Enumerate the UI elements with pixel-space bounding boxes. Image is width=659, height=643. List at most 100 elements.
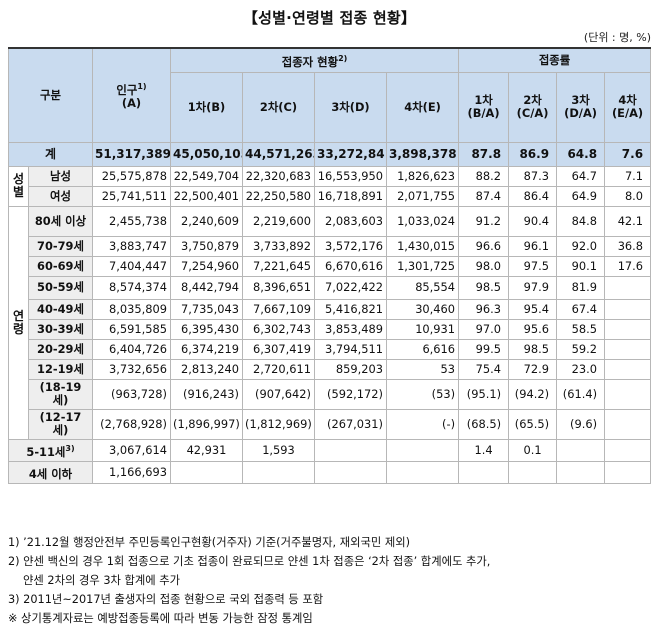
dose2-header: 2차(C) <box>242 71 315 143</box>
cell <box>385 460 460 484</box>
cell: 2,240,609 <box>170 205 243 237</box>
cell: (65.5) <box>508 408 558 440</box>
dose3-header: 3차(D) <box>314 71 387 143</box>
table-row: 5-11세3) 3,067,614 42,931 1,593 1.4 0.1 <box>8 438 652 462</box>
cell: 3,883,747 <box>92 235 171 257</box>
cell: 3,794,511 <box>314 338 387 360</box>
cell: 64.9 <box>556 185 606 207</box>
cell: (94.2) <box>508 378 558 410</box>
footnotes: 1) ’21.12월 행정안전부 주민등록인구현황(거주자) 기준(거주불명자,… <box>8 533 653 628</box>
header-row-1: 구분 인구1) (A) 접종자 현황2) 접종률 <box>8 47 652 143</box>
row-label: 4세 이하 <box>8 460 93 484</box>
cell: 6,591,585 <box>92 318 171 340</box>
cell: 2,219,600 <box>242 205 315 237</box>
cell: 90.4 <box>508 205 558 237</box>
table-row: 50-59세 8,574,374 8,442,794 8,396,651 7,022,4… <box>9 275 652 300</box>
cell: 3,733,892 <box>242 235 315 257</box>
cell <box>314 460 387 484</box>
cell <box>242 460 315 484</box>
cell: 6,670,616 <box>314 255 387 277</box>
cell: (61.4) <box>556 378 606 410</box>
cell: 25,741,511 <box>92 185 171 207</box>
cell: 92.0 <box>556 235 606 257</box>
cell: 58.5 <box>556 318 606 340</box>
row-label: (12-17 세) <box>28 408 93 440</box>
table-title: 【성별·연령별 접종 현황】 <box>242 9 417 27</box>
cell: 98.0 <box>458 255 510 277</box>
table-row: (12-17 세) (2,768,928) (1,896,997) (1,812,969… <box>9 408 652 440</box>
cell: 59.2 <box>556 338 606 360</box>
cell <box>604 338 652 360</box>
cell: 3,067,614 <box>92 438 171 462</box>
cell <box>556 438 606 462</box>
table-row: 40-49세 8,035,809 7,735,043 7,667,109 5,416,8… <box>9 298 652 320</box>
cell <box>604 378 652 410</box>
cell <box>604 358 652 380</box>
vaccinated-header: 접종자 현황2) <box>169 47 460 73</box>
cell <box>604 318 652 340</box>
footnote: 3) 2011년~2017년 출생자의 접종 현황으로 국외 접종력 등 포함 <box>8 593 324 606</box>
row-label: 40-49세 <box>28 298 93 320</box>
cell: 2,720,611 <box>242 358 315 380</box>
cell: 8,396,651 <box>242 275 315 300</box>
cell: 72.9 <box>508 358 558 380</box>
cell: 3,572,176 <box>314 235 387 257</box>
cell: 2,455,738 <box>92 205 171 237</box>
cell: 2,071,755 <box>385 185 460 207</box>
table-row: 여성 25,741,511 22,500,401 22,250,580 16,718,8… <box>9 185 652 207</box>
cell: 86.4 <box>508 185 558 207</box>
population-header: 인구1) (A) <box>92 47 171 143</box>
cell: 96.6 <box>458 235 510 257</box>
cell <box>458 460 510 484</box>
row-label: 60-69세 <box>28 255 93 277</box>
cell: 99.5 <box>458 338 510 360</box>
cell: 98.5 <box>458 275 510 300</box>
cell: 1,166,693 <box>92 460 171 484</box>
cell <box>604 438 652 462</box>
cell: 23.0 <box>556 358 606 380</box>
cell: 45,050,105 <box>170 141 243 167</box>
cell: 6,616 <box>385 338 460 360</box>
table-row: 30-39세 6,591,585 6,395,430 6,302,743 3,853,4… <box>9 318 652 340</box>
cell <box>604 460 652 484</box>
row-label: 여성 <box>28 185 93 207</box>
cell: 2,083,603 <box>314 205 387 237</box>
cell: (592,172) <box>314 378 387 410</box>
cell: 3,898,378 <box>385 141 460 167</box>
cell <box>170 460 243 484</box>
cell: 97.5 <box>508 255 558 277</box>
cell: 42,931 <box>170 438 243 462</box>
row-label: 70-79세 <box>28 235 93 257</box>
cell: 2,813,240 <box>170 358 243 380</box>
cell: 64.8 <box>556 141 606 167</box>
cell: 7.1 <box>604 165 652 187</box>
cell: 0.1 <box>508 438 558 462</box>
cell: 98.5 <box>508 338 558 360</box>
cell <box>556 460 606 484</box>
cell: 22,500,401 <box>170 185 243 207</box>
row-label: 80세 이상 <box>28 205 93 237</box>
vaccination-table: 구분 인구1) (A) 접종자 현황2) 접종률 1차(B) 2차(C) 3차(… <box>8 47 652 484</box>
cell: 1,033,024 <box>385 205 460 237</box>
cell: 8,442,794 <box>170 275 243 300</box>
table-row: 60-69세 7,404,447 7,254,960 7,221,645 6,670,6… <box>9 255 652 277</box>
cell: 87.4 <box>458 185 510 207</box>
cell: 75.4 <box>458 358 510 380</box>
row-label: (18-19 세) <box>28 378 93 410</box>
row-label: 50-59세 <box>28 275 93 300</box>
cell: (1,896,997) <box>170 408 243 440</box>
cell: (2,768,928) <box>92 408 171 440</box>
cell: 33,272,841 <box>314 141 387 167</box>
cell <box>604 408 652 440</box>
row-label: 30-39세 <box>28 318 93 340</box>
cell: 22,320,683 <box>242 165 315 187</box>
cell: 84.8 <box>556 205 606 237</box>
cell <box>314 438 387 462</box>
cell: 42.1 <box>604 205 652 237</box>
cell: 1,826,623 <box>385 165 460 187</box>
cell: 97.0 <box>458 318 510 340</box>
cell: 1.4 <box>458 438 510 462</box>
cell: 64.7 <box>556 165 606 187</box>
cell: 7,254,960 <box>170 255 243 277</box>
